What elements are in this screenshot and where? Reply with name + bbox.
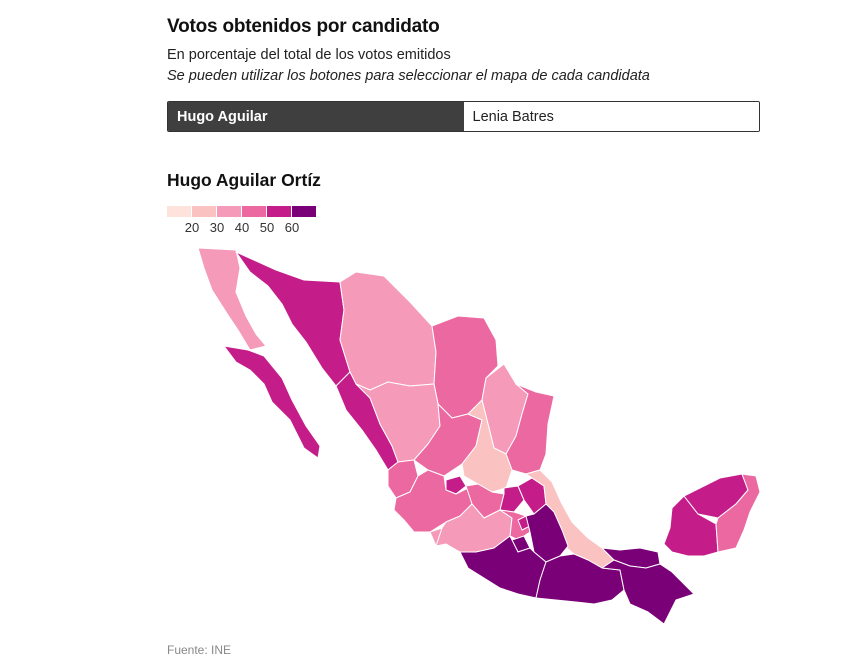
candidate-button-hugo-aguilar[interactable]: Hugo Aguilar [168,102,464,131]
chart-subtitle: En porcentaje del total de los votos emi… [167,47,451,63]
state-region[interactable] [461,399,513,493]
source-note: Fuente: INE [167,643,232,657]
state-region[interactable] [715,473,761,553]
legend-tick: 40 [234,220,250,235]
legend-swatch-3 [217,206,241,217]
state-region[interactable] [339,271,437,391]
legend-swatch-2 [192,206,216,217]
chart-note: Se pueden utilizar los botones para sele… [167,68,650,84]
state-region[interactable] [413,403,483,477]
state-region[interactable] [197,247,267,351]
legend-swatch-6 [292,206,316,217]
map-title: Hugo Aguilar Ortíz [167,170,321,190]
candidate-button-lenia-batres[interactable]: Lenia Batres [463,102,759,131]
legend-swatch-1 [167,206,191,217]
legend-swatch-4 [242,206,266,217]
legend-swatch-5 [267,206,291,217]
state-region[interactable] [535,553,625,605]
mexico-choropleth-map [197,247,761,625]
legend-tick: 30 [209,220,225,235]
legend-tick: 50 [259,220,275,235]
legend-tick: 20 [184,220,200,235]
state-region[interactable] [601,559,695,625]
color-legend: 20 30 40 50 60 [167,206,317,236]
chart-title: Votos obtenidos por candidato [167,16,440,37]
candidate-toggle: Hugo Aguilar Lenia Batres [167,101,760,132]
legend-ticks: 20 30 40 50 60 [167,220,317,236]
legend-tick: 60 [284,220,300,235]
state-region[interactable] [223,345,321,459]
legend-swatches [167,206,317,217]
